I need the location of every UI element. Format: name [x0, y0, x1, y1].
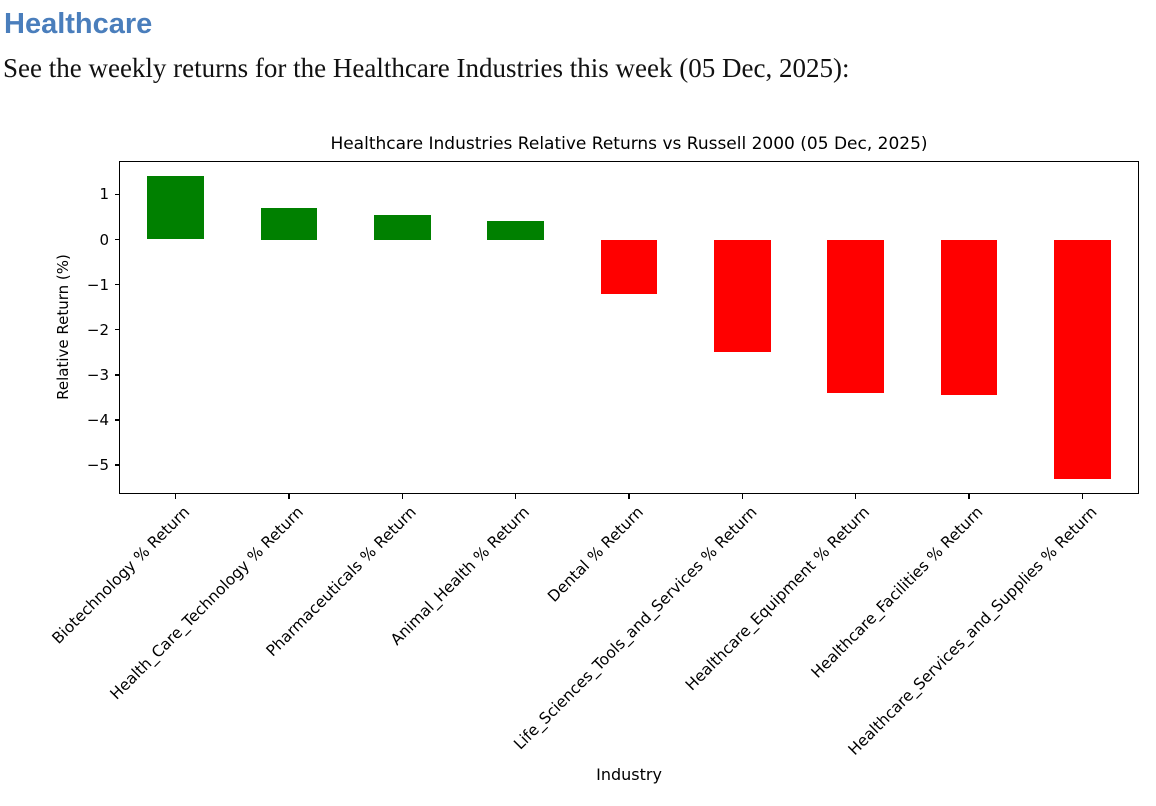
x-tick-mark — [401, 494, 403, 499]
x-tick-mark — [741, 494, 743, 499]
bar-healthcare_services_and_supplies — [1054, 239, 1111, 479]
y-tick-mark — [114, 193, 119, 196]
chart-title: Healthcare Industries Relative Returns v… — [330, 134, 928, 154]
y-tick-mark — [114, 419, 119, 421]
y-tick-label: −3 — [86, 365, 109, 384]
y-tick-label: 0 — [99, 230, 109, 249]
y-tick-mark — [114, 238, 119, 241]
bar-dental — [600, 239, 658, 294]
x-tick-mark — [515, 494, 517, 499]
y-tick-label: −1 — [86, 275, 109, 294]
x-tick-mark — [175, 494, 177, 499]
x-tick-label: Health_Care_Technology % Return — [106, 503, 307, 704]
x-tick-label: Life_Sciences_Tools_and_Services % Retur… — [509, 503, 761, 754]
y-tick-mark — [114, 329, 119, 331]
x-axis-label: Industry — [596, 765, 662, 784]
page-heading: Healthcare — [4, 8, 153, 40]
bar-health_care_technology — [260, 207, 318, 240]
page-subtitle: See the weekly returns for the Healthcar… — [3, 53, 850, 83]
x-tick-mark — [628, 494, 630, 499]
x-tick-label: Healthcare_Equipment % Return — [682, 503, 874, 695]
y-tick-mark — [114, 464, 119, 466]
bar-healthcare_facilities — [940, 239, 998, 396]
bar-pharmaceuticals — [374, 214, 431, 240]
x-tick-mark — [855, 494, 857, 499]
x-tick-label: Healthcare_Services_and_Supplies % Retur… — [844, 503, 1101, 759]
y-tick-label: −5 — [86, 456, 109, 475]
y-tick-mark — [114, 283, 119, 286]
y-tick-mark — [114, 374, 119, 376]
bar-life_sciences_tools_and_services — [714, 239, 771, 353]
y-tick-label: −4 — [86, 411, 109, 429]
x-tick-mark — [288, 494, 290, 499]
x-tick-mark — [1081, 494, 1083, 499]
y-tick-label: 1 — [99, 185, 109, 204]
y-tick-label: −2 — [86, 320, 109, 339]
bar-healthcare_equipment — [827, 239, 884, 393]
x-tick-mark — [968, 494, 970, 499]
x-tick-label: Dental % Return — [544, 503, 647, 606]
bar-biotechnology — [147, 176, 204, 240]
bar-animal_health — [487, 221, 544, 240]
